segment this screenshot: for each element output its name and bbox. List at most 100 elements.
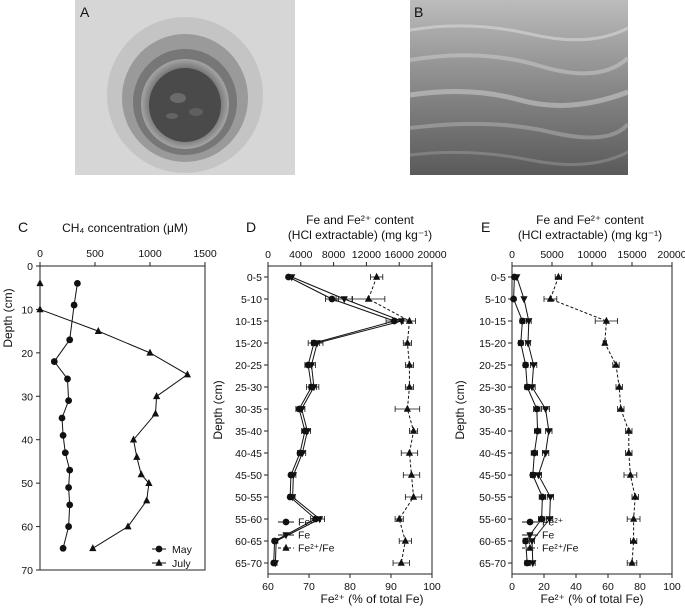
chart-e-point — [522, 537, 529, 545]
chart-c-point — [59, 544, 67, 552]
chart-e-y-tick-label: 15-20 — [479, 338, 506, 350]
chart-e-bottom-tick-label: 80 — [634, 581, 646, 593]
chart-c-point — [143, 496, 151, 504]
chart-e-y-tick-label: 20-25 — [479, 360, 506, 372]
chart-e-legend-label: Fe — [542, 530, 554, 542]
chart-c-y-tick-label: 70 — [21, 565, 33, 577]
chart-d-y-tick-label: 5-10 — [241, 294, 262, 306]
chart-e-point — [615, 382, 623, 390]
chart-e-point — [602, 316, 610, 324]
chart-d-point — [298, 406, 306, 414]
chart-e-top-label-1: Fe and Fe²⁺ content — [536, 213, 644, 227]
chart-d-legend-marker — [282, 518, 290, 526]
chart-e-point — [545, 428, 553, 436]
chart-e-ylabel: Depth (cm) — [453, 380, 467, 439]
chart-e-point — [612, 360, 620, 368]
chart-c-point — [58, 414, 66, 422]
chart-d-top-label-1: Fe and Fe²⁺ content — [306, 213, 414, 227]
chart-e-point — [530, 362, 538, 370]
chart-d-top-label-2: (HCl extractable) (mg kg⁻¹) — [288, 228, 432, 242]
chart-e-point — [554, 272, 562, 280]
chart-d-top-tick-label: 4000 — [289, 249, 313, 261]
chart-d-legend-label: Fe — [298, 530, 310, 542]
chart-e-y-tick-label: 5-10 — [485, 294, 506, 306]
chart-c-y-tick-label: 10 — [21, 304, 33, 316]
chart-d-xlabel: Fe²⁺ (% of total Fe) — [320, 592, 423, 606]
chart-c-point — [66, 466, 74, 474]
chart-d-point — [271, 560, 279, 568]
chart-d-point — [409, 426, 418, 434]
chart-e-xlabel: Fe²⁺ (% of total Fe) — [540, 592, 643, 606]
chart-c-point — [151, 409, 160, 417]
chart-c-point — [94, 326, 102, 334]
chart-d-point — [407, 470, 416, 478]
chart-d-point — [395, 514, 403, 522]
chart-e-point — [529, 471, 537, 479]
chart-d-point — [403, 338, 411, 346]
chart-d-y-tick-label: 20-25 — [235, 360, 262, 372]
chart-e-point — [517, 339, 525, 347]
chart-c-point — [137, 470, 145, 478]
chart-d-top-tick-label: 16000 — [385, 249, 414, 261]
chart-d-point — [307, 362, 316, 370]
chart-c-point — [66, 336, 74, 344]
chart-d-y-tick-label: 10-15 — [235, 316, 262, 328]
chart-c-point — [183, 370, 191, 378]
chart-d-point — [340, 296, 348, 304]
chart-e-y-tick-label: 45-50 — [479, 470, 506, 482]
chart-e-bottom-tick-label: 40 — [570, 581, 582, 593]
chart-d-top-tick-label: 12000 — [352, 249, 381, 261]
chart-e-bottom-tick-label: 0 — [509, 581, 515, 593]
chart-e-legend-label: Fe²⁺/Fe — [542, 543, 579, 555]
chart-c-point — [50, 358, 58, 365]
chart-c-legend-label: May — [172, 544, 193, 556]
chart-e-legend-marker — [526, 518, 534, 526]
chart-d-y-tick-label: 0-5 — [247, 272, 262, 284]
chart-c-point — [129, 435, 138, 443]
chart-e-y-tick-label: 40-45 — [479, 448, 506, 460]
chart-d-y-tick-label: 40-45 — [235, 448, 262, 460]
chart-e-point — [529, 560, 537, 568]
chart-e-legend-marker — [526, 543, 534, 551]
chart-e-top-tick-label: 15000 — [617, 249, 646, 261]
chart-d-bottom-tick-label: 70 — [303, 581, 315, 593]
photo-a — [75, 0, 295, 175]
chart-e-y-tick-label: 10-15 — [479, 316, 506, 328]
chart-e-point — [525, 318, 533, 326]
chart-d-point — [405, 360, 414, 368]
chart-d-legend-label: Fe²⁺/Fe — [298, 543, 335, 555]
panel-label-c: C — [18, 219, 28, 235]
chart-e-point — [538, 515, 545, 523]
chart-e-point — [510, 295, 517, 303]
chart-e-y-tick-label: 25-30 — [479, 382, 506, 394]
chart-e-bottom-tick-label: 20 — [538, 581, 550, 593]
chart-d-series-line — [274, 276, 404, 564]
chart-c-point — [59, 431, 67, 439]
chart-c-point — [36, 305, 44, 313]
chart-c-y-tick-label: 60 — [21, 522, 33, 534]
chart-c-series-line — [53, 283, 78, 549]
chart-c-point — [133, 452, 141, 460]
chart-d-bottom-tick-label: 60 — [262, 581, 274, 593]
chart-c-top-axis-label: CH₄ concentration (μM) — [62, 221, 188, 235]
panel-label-e: E — [481, 219, 490, 235]
chart-e-point — [522, 361, 529, 369]
chart-d-point — [313, 340, 321, 348]
chart-e-point — [519, 317, 526, 325]
chart-d-point — [289, 472, 298, 480]
chart-c-point — [64, 375, 71, 383]
chart-d-bottom-tick-label: 100 — [423, 581, 441, 593]
chart-c-point — [153, 392, 161, 400]
chart-d-frame — [267, 265, 433, 575]
chart-d-y-tick-label: 30-35 — [235, 404, 262, 416]
chart-e-point — [625, 448, 633, 456]
chart-c-point — [89, 544, 97, 552]
chart-d-point — [364, 294, 373, 302]
chart-c-legend-marker — [155, 558, 163, 566]
chart-c-y-tick-label: 30 — [21, 391, 33, 403]
chart-d-bottom-tick-label: 90 — [385, 581, 397, 593]
chart-e-point — [628, 558, 636, 566]
chart-c-ylabel: Depth (cm) — [1, 288, 15, 347]
chart-c-point — [65, 523, 72, 530]
